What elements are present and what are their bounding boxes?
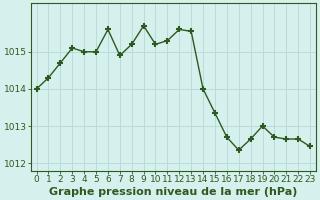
X-axis label: Graphe pression niveau de la mer (hPa): Graphe pression niveau de la mer (hPa) bbox=[49, 187, 298, 197]
